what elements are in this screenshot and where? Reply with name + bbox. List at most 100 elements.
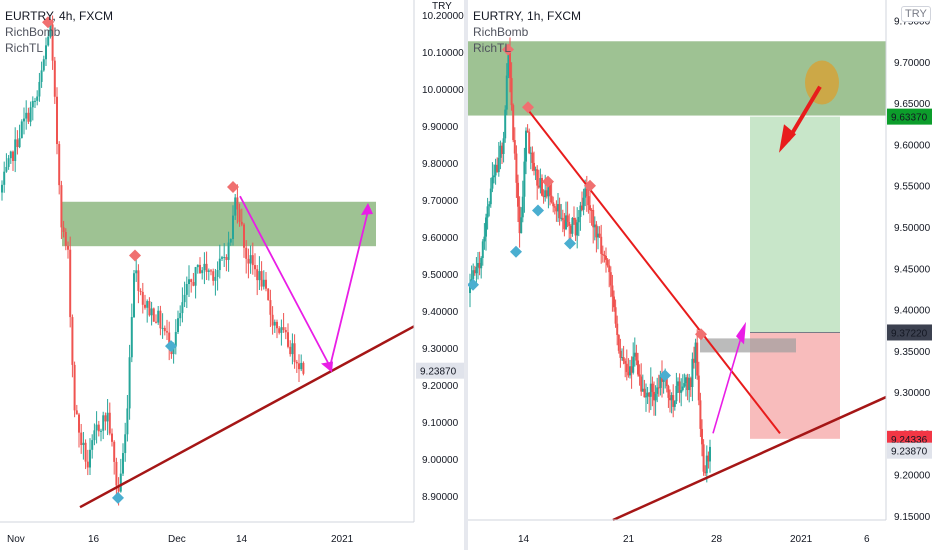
candle-body xyxy=(541,178,543,196)
right-y-tick-label: 9.45000 xyxy=(894,264,931,275)
candle-body xyxy=(12,151,14,161)
candle-body xyxy=(157,310,160,323)
candle-body xyxy=(645,396,647,398)
candle-body xyxy=(693,358,695,363)
buy-signal-marker[interactable] xyxy=(659,369,671,382)
candle-body xyxy=(558,204,561,219)
candle-body xyxy=(637,360,639,375)
candle-body xyxy=(561,217,564,221)
candle-body xyxy=(481,241,484,258)
candle-body xyxy=(515,153,518,183)
candle-body xyxy=(78,414,80,433)
left-y-tick-label: 10.10000 xyxy=(422,48,464,59)
sell-signal-marker[interactable] xyxy=(129,249,141,262)
candle-body xyxy=(577,216,580,223)
sell-signal-marker[interactable] xyxy=(522,101,534,114)
candle-body xyxy=(185,284,188,295)
resistance-trendline[interactable] xyxy=(525,106,781,434)
buy-signal-marker[interactable] xyxy=(112,491,124,504)
candle-body xyxy=(31,101,34,108)
support-trendline[interactable] xyxy=(79,324,416,509)
candle-body xyxy=(58,144,61,186)
buy-signal-marker[interactable] xyxy=(564,237,576,250)
left-y-tick-label: 9.00000 xyxy=(422,455,459,466)
candle-body xyxy=(601,253,604,256)
left-chart-panel[interactable]: 10.20000 10.10000 10.00000 9.90000 9.80000 9.… xyxy=(0,0,464,550)
candle-body xyxy=(587,196,590,206)
right-chart-canvas[interactable]: 9.75000 9.70000 9.65000 9.60000 9.55000 9.500… xyxy=(468,0,932,550)
candle-body xyxy=(525,130,527,162)
candle-body xyxy=(659,375,662,388)
right-indicator-richbomb[interactable]: RichBomb xyxy=(473,25,529,39)
position-profit-zone[interactable] xyxy=(750,116,840,333)
buy-signal-marker[interactable] xyxy=(468,278,479,291)
candle-body xyxy=(627,372,630,376)
candle-body xyxy=(621,356,623,358)
candle-body xyxy=(177,318,179,332)
candle-body xyxy=(9,151,12,159)
right-y-tick-label: 9.65000 xyxy=(894,99,931,110)
left-price-axis[interactable] xyxy=(414,0,464,550)
left-y-tick-label: 9.10000 xyxy=(422,418,459,429)
candle-body xyxy=(597,233,599,238)
sell-signal-marker[interactable] xyxy=(502,43,514,56)
candle-body xyxy=(638,374,641,377)
sell-signal-marker[interactable] xyxy=(584,179,596,192)
left-indicator-richbomb[interactable]: RichBomb xyxy=(5,25,61,39)
candle-body xyxy=(100,430,102,432)
candle-body xyxy=(86,461,89,468)
right-symbol-title[interactable]: EURTRY, 1h, FXCM xyxy=(473,9,582,23)
highlight-circle[interactable] xyxy=(805,60,839,105)
candle-body xyxy=(295,361,298,364)
right-chart-panel[interactable]: 9.75000 9.70000 9.65000 9.60000 9.55000 9.500… xyxy=(468,0,932,550)
candle-body xyxy=(45,45,47,60)
buy-signal-marker[interactable] xyxy=(165,340,177,353)
right-currency-button[interactable]: TRY xyxy=(901,6,931,22)
candle-body xyxy=(194,267,197,286)
candle-body xyxy=(560,217,563,219)
left-chart-canvas[interactable]: 10.20000 10.10000 10.00000 9.90000 9.80000 9.… xyxy=(0,0,464,550)
candle-body xyxy=(517,182,519,207)
candle-body xyxy=(595,224,598,238)
candle-body xyxy=(600,236,603,254)
left-x-tick-label: 14 xyxy=(236,534,248,545)
candle-body xyxy=(150,308,153,316)
candle-body xyxy=(518,206,521,234)
candle-body xyxy=(91,440,94,450)
candle-body xyxy=(278,328,281,333)
candle-body xyxy=(223,257,226,259)
sell-signal-marker[interactable] xyxy=(42,16,54,29)
candle-body xyxy=(507,47,510,76)
candle-body xyxy=(34,100,36,102)
panel-divider[interactable] xyxy=(464,0,468,550)
sell-signal-marker[interactable] xyxy=(542,175,554,188)
candle-body xyxy=(611,285,614,297)
sell-signal-marker[interactable] xyxy=(227,180,239,193)
candle-body xyxy=(473,270,476,274)
buy-signal-marker[interactable] xyxy=(532,204,544,217)
left-symbol-title[interactable]: EURTRY, 4h, FXCM xyxy=(5,9,114,23)
red-arrow-shaft[interactable] xyxy=(786,85,822,142)
sell-signal-marker[interactable] xyxy=(695,328,707,341)
candle-body xyxy=(210,270,212,272)
right-y-tick-label: 9.50000 xyxy=(894,223,931,234)
support-trendline[interactable] xyxy=(612,395,889,522)
right-indicator-richtl[interactable]: RichTL xyxy=(473,41,512,55)
candle-body xyxy=(566,215,569,222)
candle-body xyxy=(509,47,511,79)
candle-body xyxy=(227,242,230,260)
candle-body xyxy=(146,301,149,308)
buy-signal-marker[interactable] xyxy=(510,245,522,258)
candle-body xyxy=(617,335,620,351)
candle-body xyxy=(670,395,673,401)
candle-body xyxy=(689,378,692,388)
left-indicator-richtl[interactable]: RichTL xyxy=(5,41,44,55)
highlight-bar[interactable] xyxy=(700,338,796,353)
candle-body xyxy=(258,271,261,281)
candle-body xyxy=(657,387,660,389)
supply-zone[interactable] xyxy=(62,201,376,247)
projection-path[interactable] xyxy=(712,334,743,434)
candle-body xyxy=(489,188,492,205)
right-entry-price-tag-bg xyxy=(887,324,932,341)
candle-body xyxy=(221,257,223,259)
